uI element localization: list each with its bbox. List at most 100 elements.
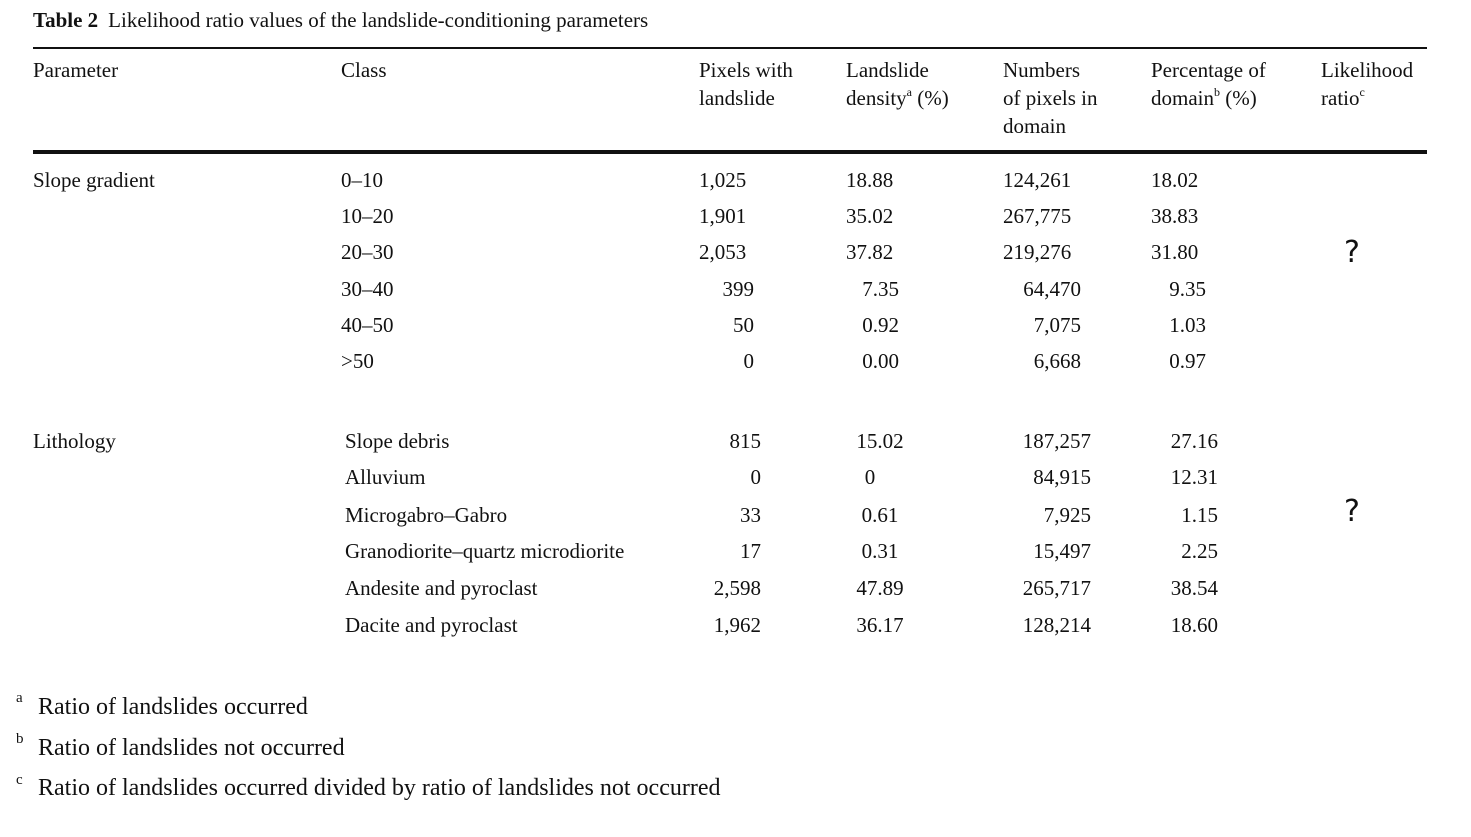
cell-domain-pixels: 219,276 bbox=[1003, 240, 1072, 264]
header-line: Numbers bbox=[1003, 58, 1080, 82]
header-unit: (%) bbox=[1220, 86, 1257, 110]
header-percentage-of-domain: Percentage of domainb (%) bbox=[1151, 56, 1266, 112]
header-line: Landslide bbox=[846, 58, 929, 82]
header-pixels-with-landslide: Pixels with landslide bbox=[699, 56, 793, 112]
footnote-mark-a: a bbox=[16, 690, 23, 706]
header-unit: (%) bbox=[912, 86, 949, 110]
cell-domain-pixels: 267,775 bbox=[1003, 204, 1072, 228]
cell-density: 0.00 bbox=[862, 349, 899, 373]
footnote-ref-c: c bbox=[1359, 85, 1365, 99]
cell-class: Andesite and pyroclast bbox=[345, 576, 538, 600]
cell-percentage: 38.54 bbox=[1170, 576, 1218, 600]
cell-density: 18.88 bbox=[846, 168, 894, 192]
cell-pixels: 17 bbox=[740, 539, 761, 563]
footnote-b: Ratio of landslides not occurred bbox=[38, 735, 345, 761]
cell-domain-pixels: 128,214 bbox=[1022, 613, 1091, 637]
header-line: domainb (%) bbox=[1151, 84, 1266, 112]
cell-percentage: 9.35 bbox=[1169, 277, 1206, 301]
footnote-mark-b: b bbox=[16, 731, 24, 747]
header-line: ratioc bbox=[1321, 84, 1413, 112]
cell-domain-pixels: 265,717 bbox=[1022, 576, 1091, 600]
header-numbers-of-pixels: Numbers of pixels in domain bbox=[1003, 56, 1098, 140]
footnote-mark-c: c bbox=[16, 772, 23, 788]
footnote-ref-b: b bbox=[1214, 85, 1220, 99]
cell-density: 47.89 bbox=[856, 576, 904, 600]
cell-density: 35.02 bbox=[846, 204, 894, 228]
cell-percentage: 18.60 bbox=[1170, 613, 1218, 637]
header-rule bbox=[33, 150, 1427, 154]
cell-class: Slope debris bbox=[345, 429, 450, 453]
header-line: of pixels in bbox=[1003, 86, 1098, 110]
cell-pixels: 50 bbox=[733, 313, 754, 337]
cell-percentage: 2.25 bbox=[1181, 539, 1218, 563]
cell-density: 36.17 bbox=[856, 613, 904, 637]
cell-domain-pixels: 6,668 bbox=[1033, 349, 1081, 373]
cell-class: 40–50 bbox=[341, 313, 394, 337]
header-likelihood-ratio: Likelihood ratioc bbox=[1321, 56, 1413, 112]
cell-percentage: 1.03 bbox=[1169, 313, 1206, 337]
table-caption: Table 2 Likelihood ratio values of the la… bbox=[33, 8, 648, 33]
cell-class: 30–40 bbox=[341, 277, 394, 301]
cell-domain-pixels: 7,925 bbox=[1043, 503, 1091, 527]
cell-density: 0.61 bbox=[861, 503, 899, 527]
cell-domain-pixels: 84,915 bbox=[1033, 465, 1091, 489]
cell-percentage: 31.80 bbox=[1151, 240, 1199, 264]
cell-domain-pixels: 187,257 bbox=[1022, 429, 1091, 453]
cell-pixels: 2,053 bbox=[699, 240, 747, 264]
cell-domain-pixels: 124,261 bbox=[1003, 168, 1072, 192]
header-class: Class bbox=[341, 58, 387, 82]
cell-class: 0–10 bbox=[341, 168, 383, 192]
cell-density: 0 bbox=[864, 465, 876, 489]
cell-domain-pixels: 64,470 bbox=[1023, 277, 1081, 301]
cell-density: 0.31 bbox=[861, 539, 899, 563]
cell-pixels: 0 bbox=[750, 465, 762, 489]
cell-percentage: 1.15 bbox=[1181, 503, 1218, 527]
header-word: domain bbox=[1151, 86, 1214, 110]
footnote-a: Ratio of landslides occurred bbox=[38, 694, 308, 720]
cell-density: 37.82 bbox=[846, 240, 894, 264]
cell-domain-pixels: 15,497 bbox=[1033, 539, 1091, 563]
cell-domain-pixels: 7,075 bbox=[1033, 313, 1081, 337]
header-line: Percentage of bbox=[1151, 58, 1266, 82]
cell-pixels: 33 bbox=[740, 503, 761, 527]
cell-pixels: 0 bbox=[743, 349, 755, 373]
header-line: domain bbox=[1003, 114, 1066, 138]
header-line: Likelihood bbox=[1321, 58, 1414, 82]
header-landslide-density: Landslide densitya (%) bbox=[846, 56, 949, 112]
cell-class: Alluvium bbox=[345, 465, 426, 489]
cell-density: 15.02 bbox=[856, 429, 904, 453]
cell-pixels: 399 bbox=[722, 277, 755, 301]
cell-density: 7.35 bbox=[862, 277, 899, 301]
cell-density: 0.92 bbox=[862, 313, 899, 337]
cell-class: >50 bbox=[341, 349, 374, 373]
likelihood-ratio-lithology: ? bbox=[1344, 494, 1360, 529]
header-line: Pixels with bbox=[699, 58, 793, 82]
cell-percentage: 38.83 bbox=[1151, 204, 1199, 228]
cell-pixels: 1,901 bbox=[699, 204, 747, 228]
parameter-slope-gradient: Slope gradient bbox=[33, 168, 155, 192]
footnote-ref-a: a bbox=[906, 85, 912, 99]
cell-class: Microgabro–Gabro bbox=[345, 503, 508, 527]
cell-class: 20–30 bbox=[341, 240, 394, 264]
cell-percentage: 18.02 bbox=[1151, 168, 1199, 192]
cell-pixels: 2,598 bbox=[713, 576, 761, 600]
top-rule bbox=[33, 47, 1427, 49]
table-title: Likelihood ratio values of the landslide… bbox=[108, 8, 649, 32]
likelihood-ratio-slope-gradient: ? bbox=[1344, 235, 1360, 270]
parameter-lithology: Lithology bbox=[33, 429, 116, 453]
header-word: density bbox=[846, 86, 907, 110]
cell-percentage: 0.97 bbox=[1169, 349, 1206, 373]
cell-class: Granodiorite–quartz microdiorite bbox=[345, 539, 625, 563]
cell-pixels: 815 bbox=[729, 429, 762, 453]
table-label: Table 2 bbox=[33, 8, 99, 32]
footnote-c: Ratio of landslides occurred divided by … bbox=[38, 775, 721, 801]
header-line: landslide bbox=[699, 86, 775, 110]
header-line: densitya (%) bbox=[846, 84, 949, 112]
cell-pixels: 1,025 bbox=[699, 168, 747, 192]
cell-percentage: 27.16 bbox=[1170, 429, 1218, 453]
cell-pixels: 1,962 bbox=[713, 613, 761, 637]
header-word: ratio bbox=[1321, 86, 1360, 110]
header-parameter: Parameter bbox=[33, 58, 119, 82]
cell-percentage: 12.31 bbox=[1170, 465, 1218, 489]
cell-class: 10–20 bbox=[341, 204, 394, 228]
